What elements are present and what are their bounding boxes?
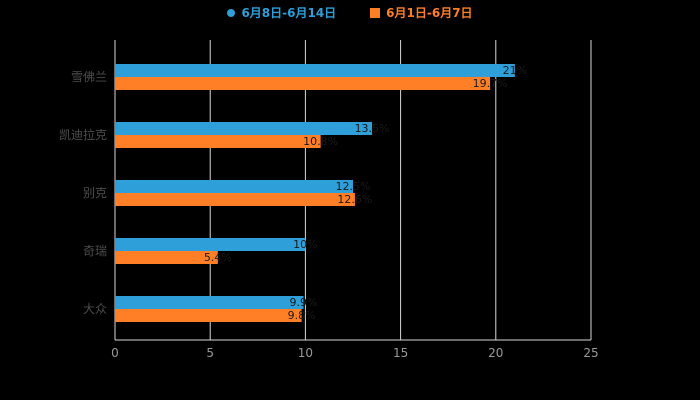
bar[interactable]	[115, 122, 373, 135]
legend-marker-circle-icon	[227, 9, 236, 17]
bar-value-label: 12.6%	[337, 193, 372, 206]
legend-marker-square-icon	[370, 8, 381, 18]
bar-value-label: 9.8%	[288, 309, 316, 322]
bar-value-label: 19.7%	[473, 77, 508, 90]
legend-item-week1[interactable]: 6月1日-6月7日	[370, 6, 473, 20]
legend: 6月8日-6月14日 6月1日-6月7日	[0, 6, 700, 20]
bar[interactable]	[115, 251, 218, 264]
bar[interactable]	[115, 193, 355, 206]
x-tick-label: 10	[298, 346, 313, 360]
category-label: 凯迪拉克	[59, 127, 107, 142]
bar[interactable]	[115, 309, 302, 322]
x-tick-label: 20	[488, 346, 503, 360]
bar[interactable]	[115, 180, 353, 193]
x-tick-label: 25	[583, 346, 598, 360]
legend-label-week2: 6月8日-6月14日	[241, 6, 337, 20]
bar[interactable]	[115, 296, 304, 309]
bar-value-label: 12.5%	[336, 180, 371, 193]
category-label: 雪佛兰	[71, 70, 107, 84]
bar-value-label: 5.4%	[204, 251, 232, 264]
bar[interactable]	[115, 135, 321, 148]
legend-label-week1: 6月1日-6月7日	[386, 6, 473, 20]
x-tick-label: 0	[111, 346, 119, 360]
category-label: 别克	[83, 186, 107, 200]
bar-value-label: 10%	[293, 238, 317, 251]
category-label: 大众	[83, 302, 107, 316]
x-tick-label: 5	[206, 346, 214, 360]
bar-value-label: 13.5%	[355, 122, 390, 135]
category-label: 奇瑞	[83, 244, 107, 258]
bar-value-label: 10.8%	[303, 135, 338, 148]
x-tick-label: 15	[393, 346, 408, 360]
bar[interactable]	[115, 238, 306, 251]
bar-value-label: 21%	[503, 64, 527, 77]
bar-value-label: 9.9%	[290, 296, 318, 309]
bar[interactable]	[115, 77, 491, 90]
bar[interactable]	[115, 64, 515, 77]
legend-item-week2[interactable]: 6月8日-6月14日	[227, 6, 336, 20]
